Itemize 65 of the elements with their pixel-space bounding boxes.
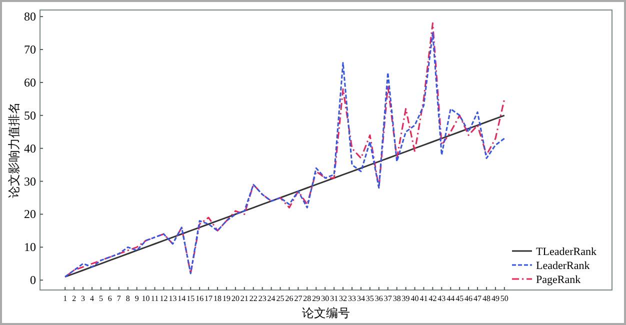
x-tick-label: 20 <box>231 294 240 303</box>
y-tick-label: 60 <box>24 75 36 90</box>
x-tick-label: 7 <box>116 294 121 303</box>
x-tick-label: 12 <box>160 294 168 303</box>
x-tick-label: 34 <box>356 294 365 303</box>
y-tick-label: 50 <box>24 108 36 122</box>
x-tick-label: 19 <box>222 294 230 303</box>
x-tick-label: 30 <box>321 294 330 303</box>
y-tick-label: 70 <box>24 42 36 57</box>
x-tick-label: 17 <box>204 294 213 303</box>
x-tick-label: 45 <box>456 294 464 303</box>
x-tick-label: 42 <box>428 294 437 303</box>
y-tick-label: 0 <box>30 273 36 288</box>
legend-label: TLeaderRank <box>536 246 597 258</box>
x-tick-label: 35 <box>366 294 374 303</box>
x-tick-label: 4 <box>90 294 94 303</box>
x-tick-label: 18 <box>214 294 222 303</box>
x-tick-label: 11 <box>150 294 159 303</box>
x-tick-label: 26 <box>285 294 294 303</box>
x-tick-label: 13 <box>168 294 177 303</box>
line-series <box>64 114 506 278</box>
x-tick-label: 15 <box>186 294 195 303</box>
y-axis-title: 论文影响力值排名 <box>7 102 21 198</box>
x-tick-label: 36 <box>374 294 383 303</box>
x-tick-label: 29 <box>312 294 320 303</box>
y-tick-label: 10 <box>24 240 36 254</box>
x-tick-label: 10 <box>142 294 150 303</box>
y-tick-label: 80 <box>24 10 36 24</box>
x-tick-label: 41 <box>420 294 428 303</box>
x-tick-label: 39 <box>402 294 410 303</box>
legend-label: LeaderRank <box>536 260 590 272</box>
x-tick-label: 24 <box>267 294 276 303</box>
x-tick-label: 32 <box>339 294 348 303</box>
x-tick-label: 40 <box>410 294 419 303</box>
y-tick-label: 20 <box>24 207 36 222</box>
y-tick-label: 40 <box>24 141 36 156</box>
x-tick-label: 38 <box>392 294 401 303</box>
x-tick-label: 50 <box>500 294 508 303</box>
x-tick-label: 16 <box>196 294 204 303</box>
x-tick-label: 3 <box>81 294 86 303</box>
x-tick-label: 14 <box>178 294 186 303</box>
x-tick-label: 28 <box>303 294 312 303</box>
x-tick-label: 46 <box>464 294 473 303</box>
x-tick-label: 5 <box>98 294 103 303</box>
y-tick-label: 30 <box>24 174 36 188</box>
x-tick-label: 48 <box>482 294 490 303</box>
x-tick-label: 22 <box>249 294 258 303</box>
x-tick-label: 6 <box>108 294 112 303</box>
x-tick-label: 23 <box>258 294 266 303</box>
x-tick-label: 8 <box>126 294 130 303</box>
x-tick-label: 27 <box>294 294 302 303</box>
x-tick-label: 49 <box>491 294 500 303</box>
x-tick-label: 33 <box>348 294 356 303</box>
x-tick-label: 25 <box>276 294 284 303</box>
legend-label: PageRank <box>536 274 582 286</box>
x-tick-label: 1 <box>63 294 68 303</box>
x-tick-label: 2 <box>72 294 76 303</box>
x-tick-label: 31 <box>330 294 338 303</box>
x-tick-label: 9 <box>134 294 139 303</box>
x-tick-label: 21 <box>240 294 248 303</box>
x-axis-title: 论文编号 <box>302 306 350 320</box>
x-tick-label: 43 <box>438 294 446 303</box>
x-tick-label: 47 <box>474 294 482 303</box>
x-tick-label: 37 <box>384 294 392 303</box>
x-tick-label: 44 <box>446 294 455 303</box>
